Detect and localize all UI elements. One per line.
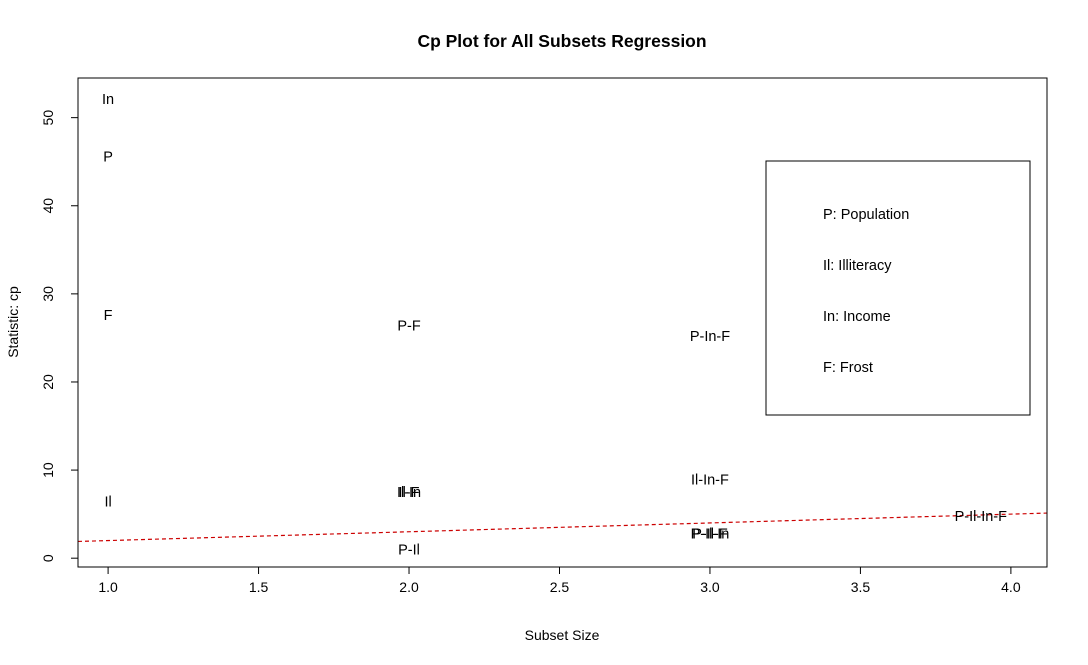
point-label-il-f: Il-F	[399, 485, 420, 501]
chart-title: Cp Plot for All Subsets Regression	[417, 31, 706, 51]
legend: P: Population Il: Illiteracy In: Income …	[765, 160, 1031, 416]
point-label-il-in-f: Il-In-F	[691, 473, 729, 489]
x-tick-label: 1.0	[98, 579, 118, 595]
y-tick-label: 20	[40, 374, 56, 390]
reference-line	[78, 512, 1047, 543]
point-label-il-in: Il-In	[397, 485, 421, 501]
point-label-p-f: P-F	[397, 318, 421, 334]
point-label-in: In	[102, 92, 114, 108]
point-label-p-in-f: P-In-F	[690, 329, 730, 345]
y-axis: 0 10 20 30 40 50	[40, 110, 79, 562]
x-tick-label: 2.5	[550, 579, 570, 595]
point-label-il: Il	[104, 495, 111, 511]
x-tick-label: 3.0	[700, 579, 720, 595]
y-tick-label: 40	[40, 198, 56, 214]
y-axis-label: Statistic: cp	[5, 286, 21, 358]
x-tick-label: 2.0	[399, 579, 419, 595]
y-tick-label: 50	[40, 110, 56, 126]
points-layer: In P F Il P-F Il-FIl-In P-Il P-In-F Il-In-F P-Il-…	[102, 92, 1007, 558]
point-label-p-il-in: P-Il-In	[691, 526, 730, 542]
legend-box	[765, 160, 1031, 416]
x-axis: 1.0 1.5 2.0 2.5 3.0 3.5 4.0	[98, 566, 1021, 595]
point-label-p-il-in-f: P-Il-In-F	[955, 509, 1008, 525]
reference-line-layer	[78, 512, 1047, 543]
x-tick-label: 4.0	[1001, 579, 1021, 595]
y-tick-label: 0	[40, 554, 56, 562]
x-tick-label: 3.5	[851, 579, 871, 595]
point-label-f: F	[104, 308, 113, 324]
legend-entry-illiteracy: Il: Illiteracy	[823, 258, 892, 274]
legend-entry-population: P: Population	[823, 207, 909, 223]
point-label-p-il: P-Il	[398, 542, 420, 558]
legend-entry-income: In: Income	[823, 309, 891, 325]
point-label-p: P	[103, 149, 113, 165]
y-tick-label: 10	[40, 462, 56, 478]
x-axis-label: Subset Size	[525, 627, 600, 643]
y-tick-label: 30	[40, 286, 56, 302]
x-tick-label: 1.5	[249, 579, 269, 595]
point-label-p-il-f: P-Il-F	[692, 526, 728, 542]
legend-entry-frost: F: Frost	[823, 360, 873, 376]
